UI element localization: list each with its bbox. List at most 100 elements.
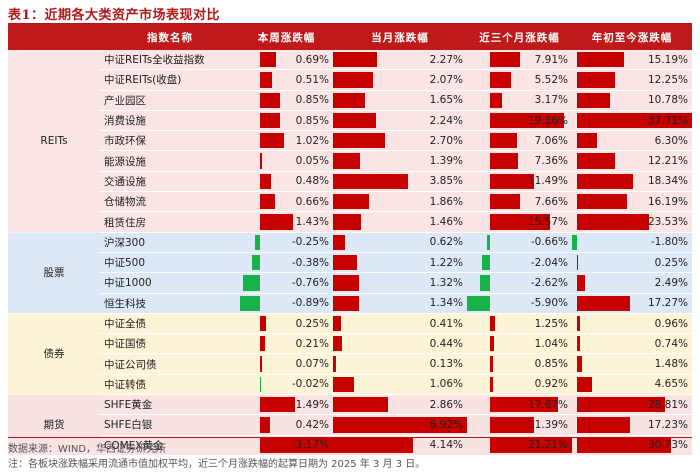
value-cell-week: -0.38% [240,252,333,274]
value-cell-3month: 17.67% [467,394,572,416]
positive-bar [577,173,634,190]
header-week-change: 本周涨跌幅 [240,24,333,50]
value-cell-3month: 19.16% [467,110,572,132]
value-cell-month: 1.06% [333,374,467,396]
value-label: 7.06% [534,134,568,147]
index-name: 租赁住房 [100,211,240,233]
positive-bar [333,52,377,68]
value-label: 0.42% [295,418,329,431]
table-row: 中证500 -0.38% 1.22% -2.04% 0.25% [8,252,692,274]
value-label: 1.06% [429,378,463,391]
value-cell-3month: 1.25% [467,313,572,335]
value-label: 19.16% [527,114,568,127]
positive-bar [489,112,565,129]
table-row: 中证REITs(收盘) 0.51% 2.07% 5.52% 12.25% [8,69,692,91]
negative-bar [251,254,261,271]
value-cell-ytd: 30.73% [572,435,692,456]
value-label: 1.65% [429,94,463,107]
value-cell-3month: 0.92% [467,374,572,396]
value-label: 1.25% [534,317,568,330]
positive-bar [489,133,518,149]
value-cell-week: 1.02% [240,130,333,152]
value-cell-month: 0.62% [333,232,467,253]
value-label: 1.48% [654,358,688,371]
positive-bar [577,437,671,453]
table-title: 表1：近期各大类资产市场表现对比 [8,8,221,23]
positive-bar [333,336,342,352]
value-label: 28.81% [647,398,688,411]
value-cell-ytd: 17.23% [572,414,692,436]
positive-bar [333,194,370,210]
index-name: 中证全债 [100,313,240,335]
positive-bar [489,437,572,453]
value-cell-month: 2.07% [333,69,467,91]
value-cell-ytd: 2.49% [572,272,692,294]
value-label: 1.04% [534,337,568,350]
positive-bar [260,153,262,169]
value-label: 7.91% [534,53,568,66]
value-label: 0.41% [429,317,463,330]
value-cell-3month: 21.21% [467,435,572,456]
table-row: 产业园区 0.85% 1.65% 3.17% 10.78% [8,90,692,111]
index-name: 中证转债 [100,374,240,396]
value-label: 1.49% [295,398,329,411]
value-cell-ytd: 23.53% [572,211,692,233]
value-cell-ytd: 0.96% [572,313,692,335]
positive-bar [333,72,374,88]
value-cell-ytd: 15.19% [572,50,692,71]
value-cell-3month: 7.06% [467,130,572,152]
source-note: 数据来源：WIND，华西证券研究所 [8,444,167,455]
table-row: 股票 沪深300 -0.25% 0.62% -0.66% -1.80% [8,232,692,314]
value-label: -0.38% [291,256,329,269]
value-cell-week: -0.02% [240,374,333,396]
positive-bar [489,376,494,393]
table-row: 中证国债 0.21% 0.44% 1.04% 0.74% [8,333,692,355]
value-cell-month: 0.41% [333,313,467,335]
index-name: 仓储物流 [100,191,240,213]
value-label: 6.30% [654,134,688,147]
value-label: 17.67% [527,398,568,411]
value-cell-week: 1.49% [240,394,333,416]
value-label: 2.07% [429,73,463,86]
value-cell-3month: 7.36% [467,150,572,172]
value-cell-month: 3.85% [333,171,467,193]
table-row: 仓储物流 0.66% 1.86% 7.66% 16.19% [8,191,692,213]
positive-bar [489,315,495,332]
value-cell-3month: 7.91% [467,50,572,71]
positive-bar [260,52,277,68]
value-label: 21.21% [527,439,568,452]
positive-bar [577,133,597,149]
value-label: 37.71% [647,114,688,127]
value-label: 0.51% [295,73,329,86]
value-label: 5.52% [534,73,568,86]
value-label: 7.66% [534,195,568,208]
positive-bar [577,112,692,129]
index-name: 中证1000 [100,272,240,294]
table-row: 消费设施 0.85% 2.24% 19.16% 37.71% [8,110,692,132]
positive-bar [260,437,333,453]
value-cell-month: 1.34% [333,293,467,314]
value-cell-week: 0.07% [240,353,333,375]
positive-bar [489,173,535,190]
category-label: REITs [8,50,100,233]
value-cell-week: 0.69% [240,50,333,71]
positive-bar [260,356,262,372]
positive-bar [260,92,280,108]
value-label: -1.80% [650,236,688,249]
value-cell-week: 0.05% [240,150,333,172]
value-label: 18.34% [647,175,688,188]
table-row: 中证1000 -0.76% 1.32% -2.62% 2.49% [8,272,692,294]
table-row: 债券 中证全债 0.25% 0.41% 1.25% 0.96% [8,313,692,396]
table-row: 中证公司债 0.07% 0.13% 0.85% 1.48% [8,353,692,375]
negative-bar [240,295,261,311]
value-cell-month: 1.65% [333,90,467,111]
value-label: -2.62% [530,276,568,289]
positive-bar [333,112,377,129]
value-cell-month: 1.32% [333,272,467,294]
value-label: 11.49% [527,175,568,188]
positive-bar [489,52,521,68]
value-label: 0.44% [429,337,463,350]
value-cell-ytd: 16.19% [572,191,692,213]
value-cell-3month: 7.66% [467,191,572,213]
positive-bar [333,153,360,169]
